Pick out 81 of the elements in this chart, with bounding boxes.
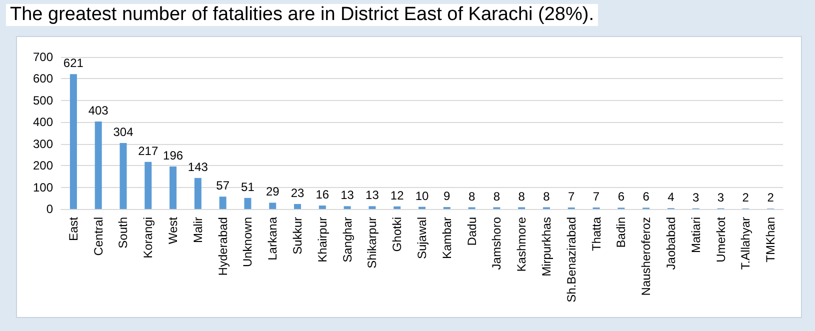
- bar: [269, 202, 276, 209]
- chart-title: The greatest number of fatalities are in District East of Karachi (28%).: [6, 4, 598, 26]
- x-tick-label: West: [166, 216, 180, 244]
- x-tick-label: Sujawal: [415, 217, 429, 260]
- data-label: 13: [366, 188, 380, 202]
- x-tick-label: Malir: [190, 217, 205, 243]
- data-label: 8: [518, 189, 526, 204]
- x-tick-label: Nausheroferoz: [639, 217, 654, 296]
- data-label: 29: [266, 184, 280, 199]
- data-label: 8: [468, 189, 476, 204]
- bar: [120, 142, 127, 209]
- x-tick-label: Shikarpur: [365, 217, 380, 268]
- x-tick-label: Sanghar: [340, 217, 354, 262]
- x-tick-label: Jaobabad: [664, 217, 678, 270]
- x-tick-label: Umerkot: [714, 216, 728, 262]
- x-tick-label: Matiari: [688, 217, 703, 254]
- data-label: 403: [88, 103, 109, 118]
- y-tick-label: 200: [32, 158, 54, 173]
- x-tick-label: Kambar: [440, 217, 454, 260]
- x-tick-label: Thatta: [589, 216, 604, 252]
- data-label: 7: [568, 189, 576, 204]
- data-label: 6: [642, 190, 650, 204]
- x-tick-label: Sukkur: [290, 217, 305, 254]
- x-tick-label: South: [116, 217, 130, 248]
- bar: [318, 206, 326, 209]
- bar: [94, 121, 102, 209]
- data-label: 8: [543, 189, 550, 204]
- data-label: 9: [444, 189, 451, 204]
- x-tick-label: Mirpurkhas: [539, 217, 554, 276]
- bar: [144, 162, 152, 209]
- x-tick-label: Dadu: [464, 217, 479, 246]
- bar: [244, 198, 252, 209]
- data-label: 6: [618, 190, 625, 204]
- data-label: 3: [692, 190, 700, 204]
- data-label: 196: [163, 148, 184, 162]
- bar: [170, 166, 177, 209]
- x-tick-label: Khairpur: [315, 217, 330, 262]
- x-tick-label: Jamshoro: [490, 216, 504, 270]
- data-label: 304: [113, 124, 134, 139]
- bar: [219, 196, 226, 209]
- y-tick-label: 100: [32, 180, 54, 194]
- y-tick-label: 300: [32, 136, 54, 151]
- data-label: 57: [216, 178, 230, 193]
- x-tick-label: Larkana: [266, 216, 280, 260]
- x-tick-label: Central: [91, 217, 106, 256]
- data-label: 7: [592, 189, 600, 204]
- x-tick-label: Korangi: [141, 217, 156, 258]
- bar: [344, 206, 351, 209]
- data-label: 23: [290, 186, 305, 200]
- data-label: 16: [316, 188, 330, 202]
- x-tick-label: T.Allahyar: [738, 216, 753, 270]
- data-label: 143: [188, 160, 208, 174]
- y-tick-label: 700: [32, 50, 54, 64]
- data-label: 4: [668, 190, 675, 204]
- bar: [294, 204, 302, 209]
- x-tick-label: Sh.Benazirabad: [564, 217, 578, 302]
- data-label: 12: [390, 188, 404, 202]
- bar: [70, 74, 77, 209]
- data-label: 3: [717, 190, 724, 204]
- data-label: 51: [241, 180, 255, 194]
- x-tick-label: East: [66, 216, 80, 242]
- x-tick-label: Unknown: [240, 217, 255, 268]
- x-tick-label: Ghotki: [390, 217, 404, 252]
- data-label: 217: [138, 144, 158, 158]
- data-label: 10: [415, 188, 429, 203]
- data-label: 2: [742, 190, 750, 205]
- data-label: 8: [493, 189, 500, 204]
- data-label: 621: [63, 56, 84, 70]
- data-label: 13: [340, 188, 354, 202]
- data-label: 2: [767, 190, 774, 205]
- x-tick-label: TMKhan: [764, 217, 778, 262]
- x-tick-label: Kashmore: [514, 216, 529, 272]
- x-tick-label: Badin: [614, 217, 628, 248]
- x-tick-label: Hyderabad: [216, 217, 230, 276]
- y-tick-label: 500: [32, 93, 54, 108]
- bar: [194, 178, 202, 209]
- y-tick-label: 400: [32, 115, 54, 130]
- bar: [368, 206, 376, 209]
- bar: [394, 206, 401, 209]
- y-tick-label: 600: [32, 72, 54, 86]
- y-tick-label: 0: [46, 202, 54, 216]
